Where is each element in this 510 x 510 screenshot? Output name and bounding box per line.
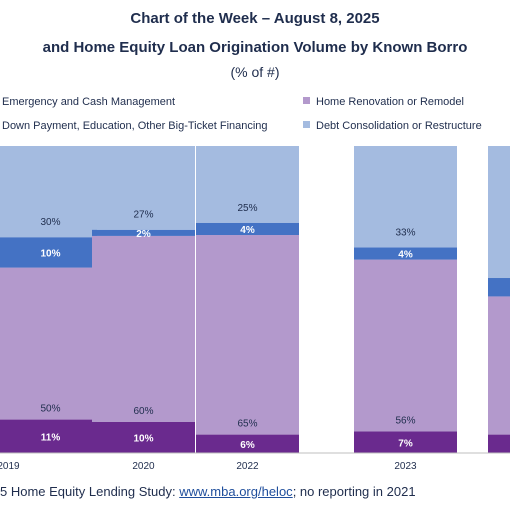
- legend-item-debt: Debt Consolidation or Restructure: [303, 120, 482, 132]
- data-label-debt: 33%: [395, 227, 415, 238]
- data-label-renovation: 56%: [395, 416, 415, 427]
- data-label-debt: 27%: [133, 210, 153, 221]
- bar-segment-downpayment: [354, 247, 457, 260]
- legend-swatch-debt: [303, 121, 310, 128]
- legend-item-label: Debt Consolidation or Restructure: [316, 120, 482, 132]
- bar-segment-downpayment: [196, 222, 299, 236]
- bar-segment-emergency: [0, 419, 97, 453]
- data-label-debt: 30%: [40, 217, 60, 228]
- bar-segment-downpayment: [0, 237, 97, 268]
- x-tick-label: 2020: [132, 461, 155, 472]
- chart-unit: (% of #): [230, 64, 280, 80]
- data-label-downpayment: 4%: [398, 249, 413, 260]
- source-suffix: ; no reporting in 2021: [292, 484, 416, 499]
- bar-segment-debt: [488, 146, 510, 279]
- legend-item-downpayment: Down Payment, Education, Other Big-Ticke…: [2, 120, 268, 132]
- data-label-emergency: 10%: [133, 433, 153, 444]
- bar-segment-debt: [0, 146, 97, 238]
- data-label-emergency: 7%: [398, 438, 413, 449]
- bar-segment-emergency: [354, 431, 457, 453]
- x-tick-label: 2023: [394, 461, 417, 472]
- legend-item-label: Home Renovation or Remodel: [316, 96, 464, 108]
- legend-item-renovation: Home Renovation or Remodel: [303, 96, 464, 108]
- bar-segment-debt: [196, 146, 299, 223]
- data-label-downpayment: 10%: [40, 248, 60, 259]
- bar-segment-renovation: [196, 235, 299, 435]
- bar-segment-emergency: [92, 421, 195, 453]
- x-tick-label: 2019: [0, 461, 20, 472]
- bar-segment-emergency: [488, 434, 510, 453]
- bar-segment-downpayment: [92, 229, 195, 236]
- data-label-emergency: 11%: [41, 432, 61, 443]
- source-link[interactable]: www.mba.org/heloc: [179, 484, 293, 499]
- data-label-downpayment: 2%: [136, 229, 151, 240]
- legend-item-label: Down Payment, Education, Other Big-Ticke…: [2, 120, 268, 132]
- chart-title-line2: and Home Equity Loan Origination Volume …: [42, 39, 468, 56]
- data-label-debt: 25%: [237, 203, 257, 214]
- source-prefix: 5 Home Equity Lending Study:: [0, 484, 180, 499]
- bar-segment-debt: [92, 146, 195, 230]
- x-tick-label: 2022: [236, 461, 259, 472]
- data-label-renovation: 65%: [237, 419, 257, 430]
- legend-item-emergency: Emergency and Cash Management: [2, 96, 175, 108]
- bar-segment-renovation: [0, 267, 97, 420]
- bar-segment-debt: [354, 146, 457, 248]
- bar-segment-emergency: [196, 434, 299, 453]
- data-label-renovation: 50%: [40, 404, 60, 415]
- bar-segment-downpayment: [488, 278, 510, 297]
- bar-segment-renovation: [354, 259, 457, 432]
- legend-swatch-renovation: [303, 97, 310, 104]
- source-note: 5 Home Equity Lending Study: www.mba.org…: [0, 484, 416, 499]
- legend-item-label: Emergency and Cash Management: [2, 96, 176, 108]
- bar-segment-renovation: [488, 296, 510, 435]
- data-label-downpayment: 4%: [240, 225, 255, 236]
- data-label-emergency: 6%: [240, 440, 255, 451]
- chart-title-line1: Chart of the Week – August 8, 2025: [130, 10, 380, 27]
- data-label-renovation: 60%: [133, 406, 153, 417]
- bar-segment-renovation: [92, 235, 195, 422]
